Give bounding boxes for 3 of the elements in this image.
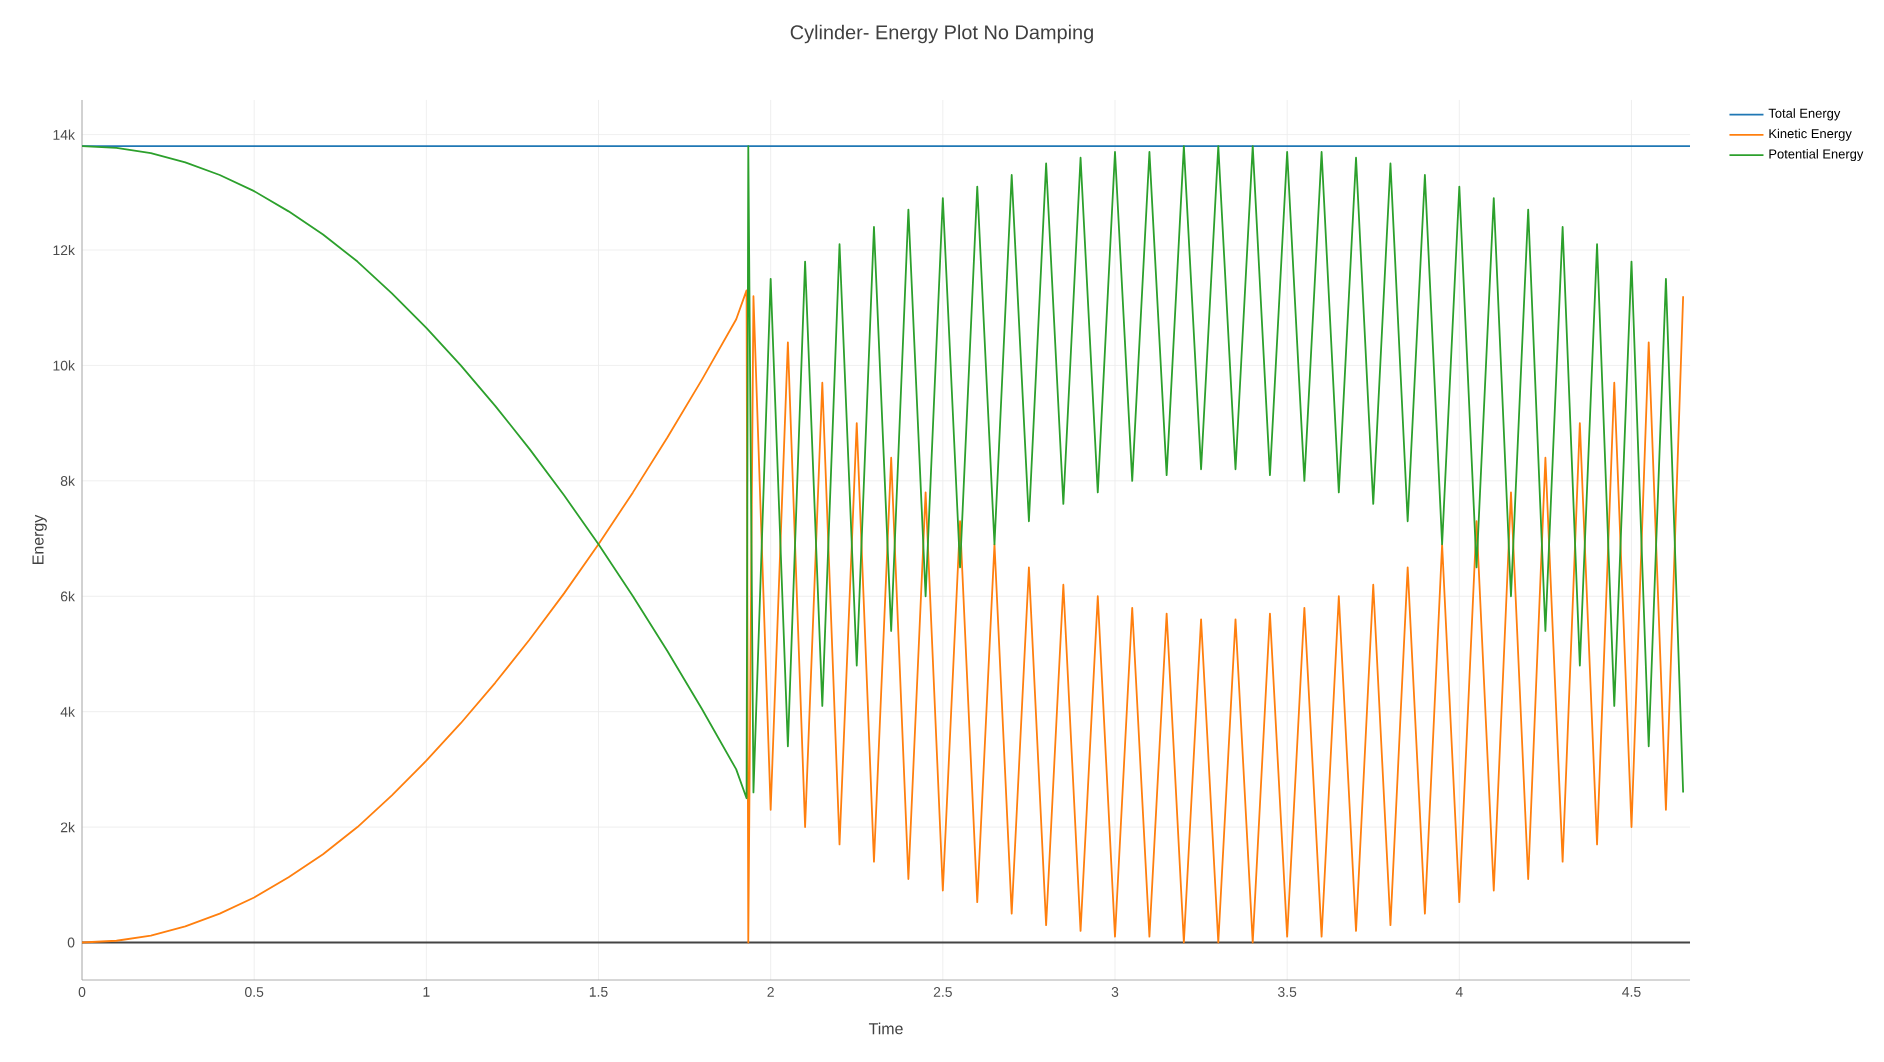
line-series [82,289,1685,944]
chart-title: Cylinder- Energy Plot No Damping [790,24,1093,44]
line-series [82,145,1685,800]
